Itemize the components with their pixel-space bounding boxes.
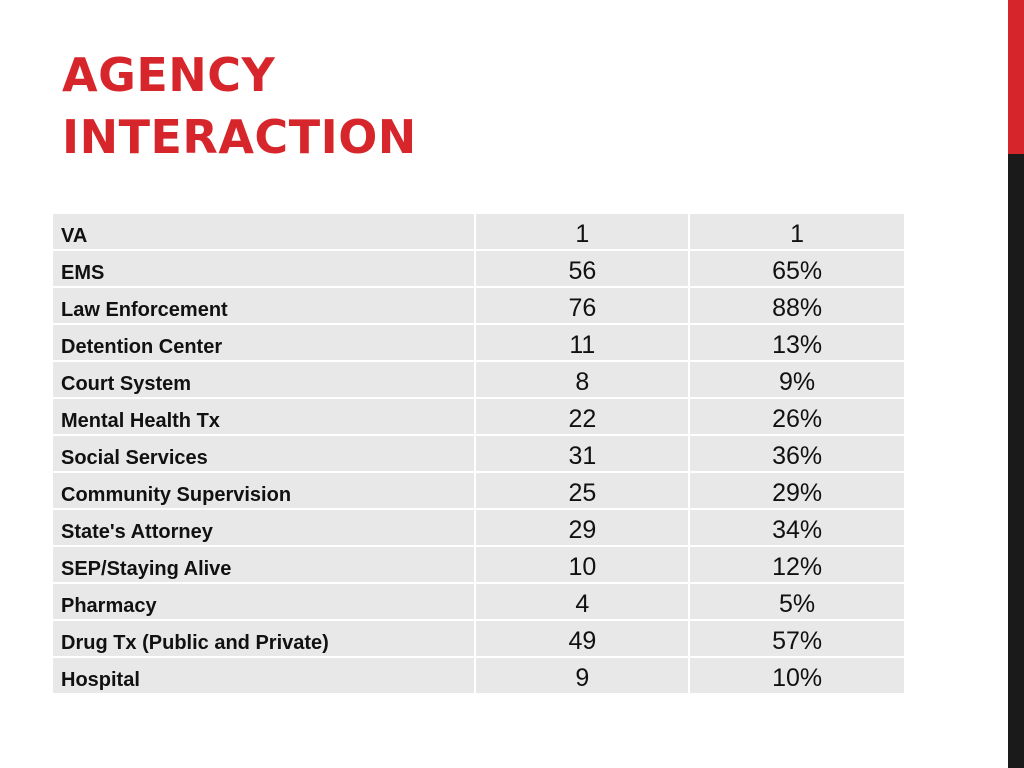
title-line-2: INTERACTION [62,110,417,164]
agency-label-cell: Pharmacy [53,584,477,621]
count-cell: 9 [476,658,691,695]
agency-label-cell: Community Supervision [53,473,477,510]
percent-cell: 88% [690,288,904,325]
table-row: Detention Center 11 13% [53,325,904,362]
agency-label-cell: EMS [53,251,477,288]
percent-cell: 9% [690,362,904,399]
percent-cell: 34% [690,510,904,547]
agency-label-cell: Court System [53,362,477,399]
table-row: Pharmacy 4 5% [53,584,904,621]
count-cell: 11 [476,325,691,362]
count-cell: 49 [476,621,691,658]
percent-cell: 26% [690,399,904,436]
agency-label-cell: Hospital [53,658,477,695]
table-body: VA 1 1 EMS 56 65% Law Enforcement 76 88% Detentio… [53,214,904,695]
agency-label-cell: Law Enforcement [53,288,477,325]
count-cell: 31 [476,436,691,473]
title-line-1: AGENCY [62,48,276,102]
percent-cell: 12% [690,547,904,584]
percent-cell: 10% [690,658,904,695]
agency-label-cell: Detention Center [53,325,477,362]
count-cell: 8 [476,362,691,399]
table-row: SEP/Staying Alive 10 12% [53,547,904,584]
accent-bar-red [1008,0,1024,154]
percent-cell: 1 [690,214,904,251]
count-cell: 22 [476,399,691,436]
table-row: Social Services 31 36% [53,436,904,473]
percent-cell: 13% [690,325,904,362]
table-row: Mental Health Tx 22 26% [53,399,904,436]
agency-label-cell: Social Services [53,436,477,473]
agency-label-cell: State's Attorney [53,510,477,547]
agency-label-cell: SEP/Staying Alive [53,547,477,584]
table-row: Drug Tx (Public and Private) 49 57% [53,621,904,658]
table-row: State's Attorney 29 34% [53,510,904,547]
percent-cell: 29% [690,473,904,510]
count-cell: 4 [476,584,691,621]
count-cell: 76 [476,288,691,325]
slide-title: AGENCY INTERACTION [62,44,417,168]
count-cell: 29 [476,510,691,547]
percent-cell: 57% [690,621,904,658]
agency-label-cell: VA [53,214,477,251]
percent-cell: 36% [690,436,904,473]
percent-cell: 5% [690,584,904,621]
count-cell: 56 [476,251,691,288]
table-row: Hospital 9 10% [53,658,904,695]
table-row: Law Enforcement 76 88% [53,288,904,325]
count-cell: 25 [476,473,691,510]
table-row: Community Supervision 25 29% [53,473,904,510]
table-row: Court System 8 9% [53,362,904,399]
accent-bar-dark [1008,154,1024,768]
percent-cell: 65% [690,251,904,288]
table-row: VA 1 1 [53,214,904,251]
count-cell: 1 [476,214,691,251]
agency-label-cell: Drug Tx (Public and Private) [53,621,477,658]
agency-label-cell: Mental Health Tx [53,399,477,436]
agency-table: VA 1 1 EMS 56 65% Law Enforcement 76 88% Detentio… [53,214,904,695]
count-cell: 10 [476,547,691,584]
table-row: EMS 56 65% [53,251,904,288]
